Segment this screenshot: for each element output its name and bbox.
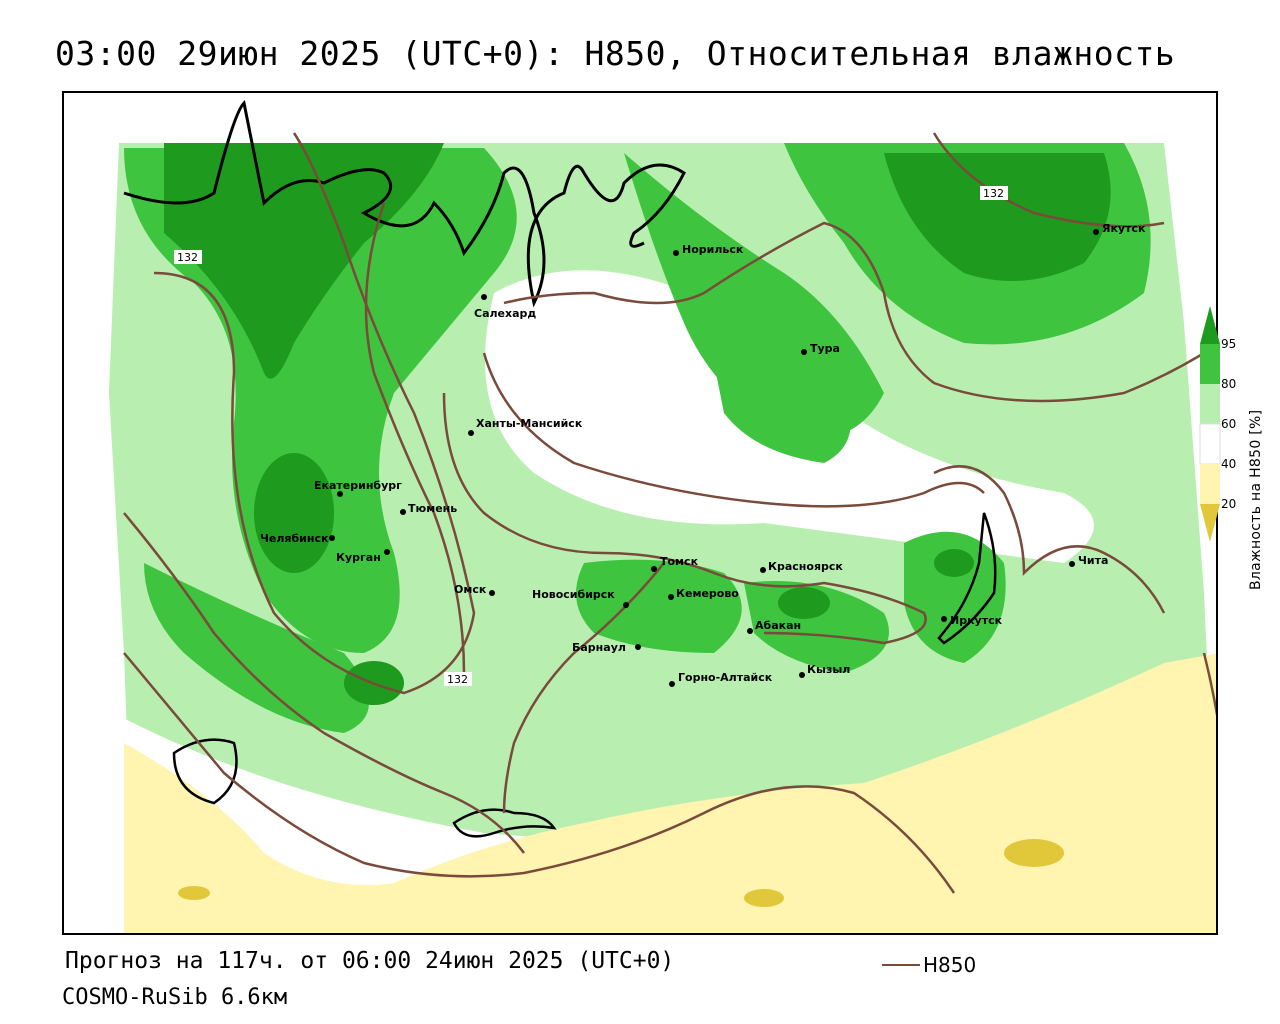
low-humidity-zone: [124, 653, 1216, 933]
city-dot-krasnoyarsk: [760, 567, 766, 573]
isoline-labels: 132 132 132: [174, 186, 1008, 686]
low-humidity-spot: [744, 889, 784, 907]
isoline: [442, 392, 927, 645]
isoline-label: 132: [447, 673, 468, 686]
isoline: [932, 132, 1165, 228]
low-humidity-spot: [1004, 839, 1064, 867]
city-label-tyumen: Тюмень: [408, 502, 457, 515]
colorbar-tick: 80: [1221, 377, 1237, 391]
humidity-colorbar: [1199, 304, 1221, 548]
city-label-gorno: Горно-Алтайск: [678, 671, 773, 684]
humid-zone: [884, 153, 1111, 281]
map-title: 03:00 29июн 2025 (UTC+0): H850, Относите…: [55, 34, 1176, 73]
colorbar-40-60: [1199, 423, 1221, 465]
colorbar-swatches: [1199, 306, 1221, 542]
lake-baikal: [937, 512, 997, 645]
city-dot-khanty: [468, 430, 474, 436]
isoline: [933, 465, 1166, 614]
humid-zone: [714, 361, 851, 463]
city-label-kurgan: Курган: [336, 551, 381, 564]
city-label-khanty: Ханты-Мансийск: [476, 417, 583, 430]
h850-isolines: [123, 132, 1216, 894]
model-name: COSMO-RuSib 6.6км: [62, 985, 288, 1010]
low-humidity-spot: [178, 886, 210, 900]
isoline: [503, 221, 1216, 403]
humid-zone: [778, 587, 830, 619]
city-markers: Салехард Норильск Якутск Тура Ханты-Манс…: [260, 222, 1146, 687]
city-label-barnaul: Барнаул: [572, 641, 626, 654]
city-dot-yakutsk: [1093, 229, 1099, 235]
humid-zone: [254, 453, 334, 573]
isoline: [123, 512, 525, 854]
forecast-info: Прогноз на 117ч. от 06:00 24июн 2025 (UT…: [65, 948, 675, 974]
isoline: [364, 202, 466, 674]
isoline-label: 132: [983, 187, 1004, 200]
city-label-tomsk: Томск: [660, 555, 699, 568]
humid-zone: [624, 153, 884, 438]
humid-zone: [144, 563, 369, 733]
city-label-tura: Тура: [810, 342, 840, 355]
colorbar-above-95: [1200, 306, 1220, 344]
city-label-ekb: Екатеринбург: [314, 479, 402, 492]
dry-zone: [64, 93, 1216, 143]
humidity-map: 132 132 132 Салехард Норильск Якутск Тур…: [64, 93, 1216, 933]
city-dot-tomsk: [651, 566, 657, 572]
city-label-omsk: Омск: [454, 583, 487, 596]
city-dot-ekb: [337, 491, 343, 497]
colorbar-tick: 20: [1221, 497, 1237, 511]
isoline: [153, 132, 476, 695]
isoline-legend-swatch: [882, 964, 920, 966]
city-label-kyzyl: Кызыл: [807, 663, 850, 676]
isoline: [1202, 652, 1216, 717]
city-dot-novosibirsk: [623, 602, 629, 608]
city-dot-chelyabinsk: [329, 535, 335, 541]
city-dot-gorno: [669, 681, 675, 687]
colorbar-tick: 40: [1221, 457, 1237, 471]
city-label-chita: Чита: [1078, 554, 1108, 567]
city-dot-chita: [1069, 561, 1075, 567]
colorbar-80-95: [1200, 344, 1220, 384]
coastline: [172, 738, 238, 805]
isoline: [482, 352, 985, 508]
colorbar-below-20: [1200, 504, 1220, 542]
city-label-novosibirsk: Новосибирск: [532, 588, 615, 601]
city-dot-tura: [801, 349, 807, 355]
city-label-norilsk: Норильск: [682, 243, 744, 256]
humid-zone: [904, 531, 1006, 663]
coastline: [123, 99, 686, 308]
city-dot-kyzyl: [799, 672, 805, 678]
city-dot-irkutsk: [941, 616, 947, 622]
city-label-abakan: Абакан: [755, 619, 801, 632]
city-dot-kemerovo: [668, 594, 674, 600]
colorbar-tick: 60: [1221, 417, 1237, 431]
city-label-salekhard: Салехард: [474, 307, 536, 320]
city-dot-barnaul: [635, 644, 641, 650]
map-panel: 132 132 132 Салехард Норильск Якутск Тур…: [62, 91, 1218, 935]
city-label-kemerovo: Кемерово: [676, 587, 739, 600]
humid-zone: [934, 549, 974, 577]
city-dot-omsk: [489, 590, 495, 596]
isoline-label: 132: [177, 251, 198, 264]
colorbar-20-40: [1200, 464, 1220, 504]
city-label-irkutsk: Иркутск: [950, 614, 1003, 627]
colorbar-tick: 95: [1221, 337, 1237, 351]
isoline: [123, 652, 956, 894]
city-dot-kurgan: [384, 549, 390, 555]
isoline-legend-label: H850: [923, 953, 977, 977]
city-dot-abakan: [747, 628, 753, 634]
city-dot-norilsk: [673, 250, 679, 256]
city-dot-salekhard: [481, 294, 487, 300]
humid-zone: [164, 143, 444, 379]
city-label-krasnoyarsk: Красноярск: [768, 560, 843, 573]
humid-zone: [576, 559, 742, 653]
coastline: [452, 808, 557, 838]
colorbar-title: Влажность на H850 [%]: [1248, 409, 1264, 590]
colorbar-60-80: [1200, 384, 1220, 424]
city-label-chelyabinsk: Челябинск: [260, 532, 329, 545]
city-label-yakutsk: Якутск: [1102, 222, 1146, 235]
city-dot-tyumen: [400, 509, 406, 515]
